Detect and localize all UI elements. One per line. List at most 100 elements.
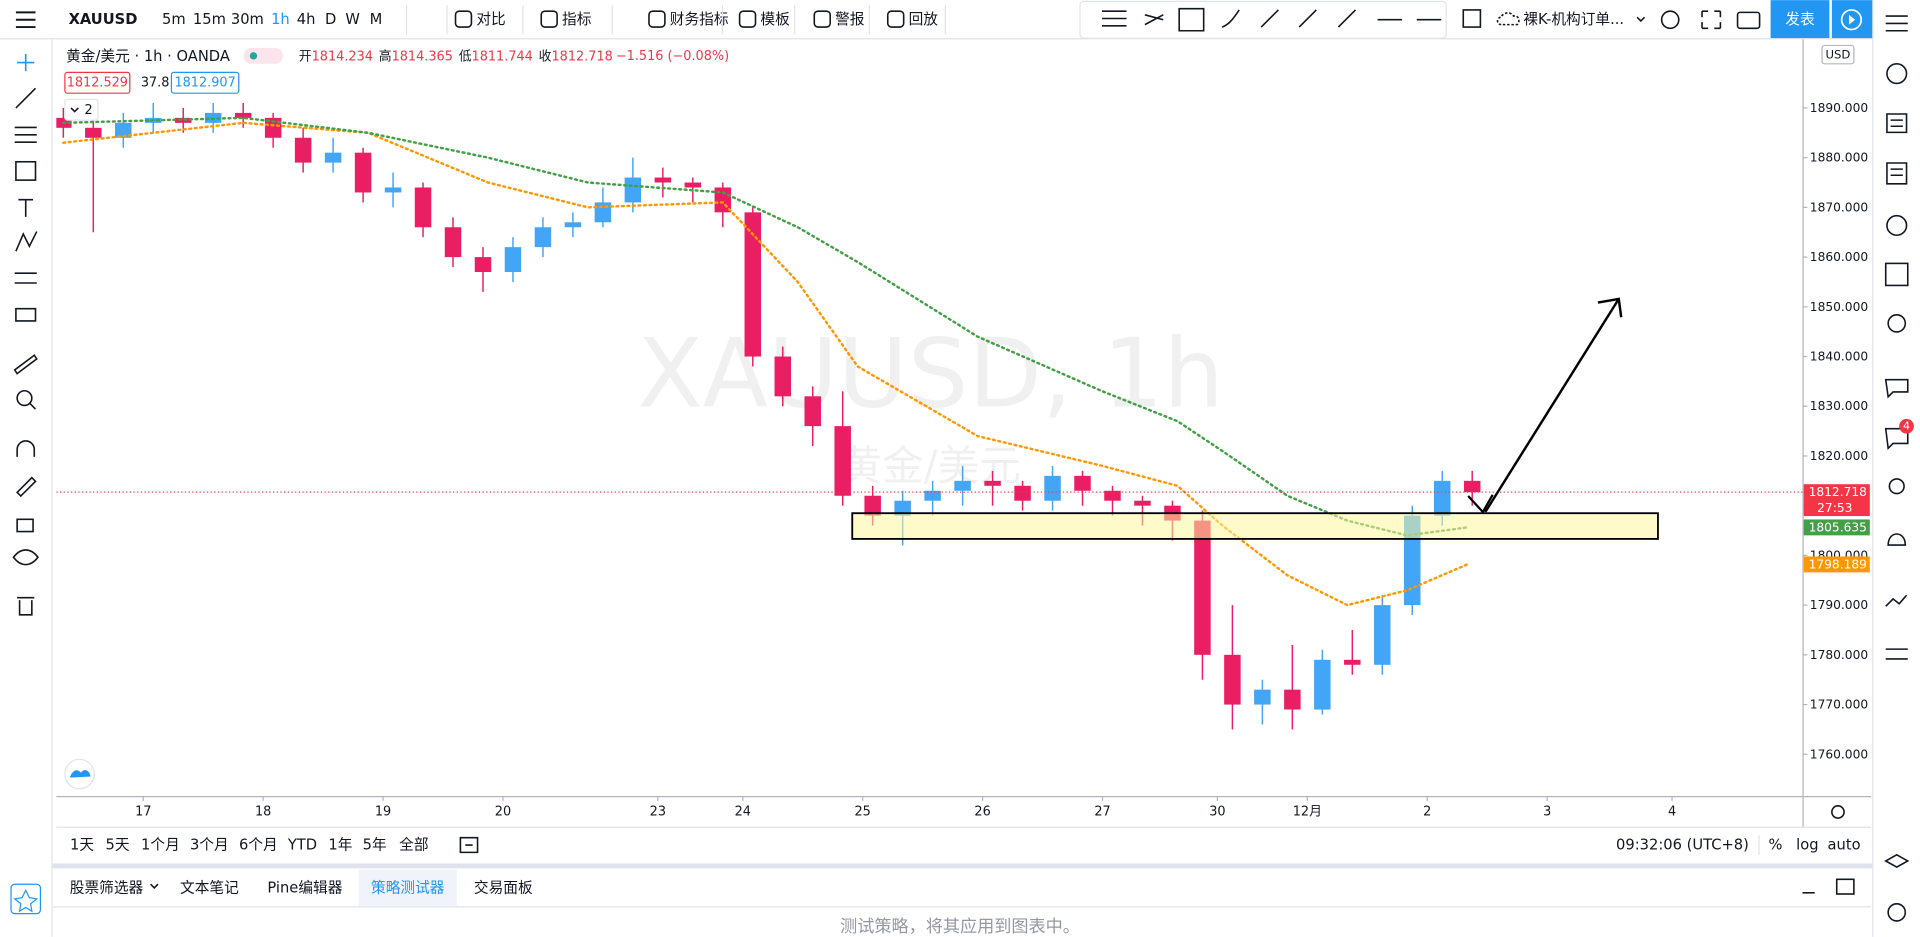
- projection-arrow[interactable]: [1484, 297, 1623, 513]
- toolbar-button[interactable]: 模板: [760, 10, 790, 28]
- candle-body: [894, 500, 911, 516]
- candle-body: [414, 187, 432, 228]
- range-button[interactable]: 3个月: [190, 837, 229, 854]
- panel-tab[interactable]: 文本笔记: [180, 879, 239, 896]
- small-arrow[interactable]: [1467, 494, 1494, 514]
- candle-body: [1014, 485, 1031, 501]
- zone-rectangle[interactable]: [851, 512, 1659, 540]
- indicator-value: 1812.907: [174, 75, 235, 90]
- candle-body: [744, 212, 762, 357]
- candle-body: [354, 152, 372, 193]
- watermark: XAUUSD, 1h: [637, 318, 1224, 430]
- candle-body: [474, 257, 492, 273]
- interval[interactable]: 15m: [193, 11, 226, 28]
- symbol[interactable]: XAUUSD: [69, 11, 138, 28]
- candle-body: [1314, 659, 1331, 710]
- favorites-button[interactable]: [10, 883, 42, 915]
- interval[interactable]: 4h: [297, 11, 316, 28]
- toolbar-button[interactable]: 对比: [476, 11, 505, 28]
- date-range-icon[interactable]: [459, 836, 479, 854]
- range-button[interactable]: 6个月: [239, 837, 278, 854]
- candle-body: [234, 112, 252, 118]
- x-tick-label: 17: [135, 804, 151, 819]
- button-icon[interactable]: [813, 10, 832, 28]
- indicator-toggle[interactable]: [243, 47, 283, 64]
- candle-body: [564, 222, 582, 228]
- candle-body: [324, 152, 342, 163]
- price-tag-label: 1812.718: [1809, 485, 1867, 499]
- left-toolbar[interactable]: [12, 54, 39, 616]
- candle-body: [834, 426, 851, 496]
- toolbar-button[interactable]: 回放: [909, 11, 939, 28]
- logo: [69, 770, 91, 778]
- range-button[interactable]: YTD: [287, 837, 317, 854]
- button-icon[interactable]: [540, 10, 558, 28]
- range-button[interactable]: 全部: [399, 836, 428, 854]
- button-icon[interactable]: [648, 10, 666, 28]
- interval[interactable]: 1h: [271, 11, 290, 28]
- currency: USD: [1826, 48, 1851, 62]
- collapse-button[interactable]: [64, 98, 99, 121]
- play-icon: [1840, 9, 1863, 31]
- indicator-box: [64, 71, 131, 94]
- interval[interactable]: 30m: [231, 11, 264, 28]
- range-button[interactable]: 1年: [328, 837, 352, 854]
- ohlc-label: 收: [539, 49, 552, 64]
- scale-option[interactable]: %: [1769, 837, 1783, 854]
- axis-settings[interactable]: [1831, 805, 1845, 819]
- y-tick-label: 1820.000: [1810, 449, 1868, 463]
- interval[interactable]: D: [325, 11, 336, 28]
- candle-body: [864, 495, 881, 516]
- panel-tab[interactable]: 交易面板: [474, 878, 533, 896]
- candle-body: [594, 202, 612, 223]
- settings-icon[interactable]: [1660, 10, 1680, 30]
- moving-average: [62, 121, 1469, 607]
- interval[interactable]: 5m: [162, 11, 186, 28]
- publish-button[interactable]: [1770, 0, 1830, 39]
- chevron: [150, 883, 159, 890]
- candle-body: [684, 182, 702, 188]
- right-sidebar[interactable]: [1884, 15, 1910, 922]
- active-tab: [358, 869, 457, 907]
- panel-tab[interactable]: Pine编辑器: [267, 879, 342, 896]
- publish-label[interactable]: 发表: [1785, 11, 1815, 28]
- button-icon[interactable]: [886, 10, 905, 28]
- interval[interactable]: W: [345, 11, 360, 28]
- scale-option[interactable]: log: [1796, 837, 1818, 854]
- fullscreen-icon[interactable]: [1701, 10, 1722, 30]
- range-button[interactable]: 5天: [106, 837, 130, 854]
- ohlc-label: 开: [299, 49, 312, 64]
- button-icon[interactable]: [454, 10, 473, 28]
- layout-name[interactable]: 裸K-机构订单...: [1523, 11, 1624, 28]
- interval[interactable]: M: [370, 11, 383, 28]
- ohlc-label: 低: [459, 49, 472, 64]
- button-icon[interactable]: [738, 10, 757, 28]
- toolbar-button[interactable]: 财务指标: [670, 11, 729, 28]
- range-button[interactable]: 1个月: [141, 837, 180, 854]
- screenshot-icon[interactable]: [1736, 11, 1761, 30]
- panel-tab[interactable]: 策略测试器: [371, 879, 445, 896]
- candle-body: [115, 122, 132, 138]
- y-tick-label: 1880.000: [1810, 151, 1868, 165]
- toolbar-button[interactable]: 指标: [562, 11, 592, 28]
- checkbox[interactable]: [1462, 9, 1482, 28]
- drawing-icons[interactable]: [1102, 7, 1442, 32]
- candle-body: [85, 127, 102, 138]
- panel-tab[interactable]: 股票筛选器: [70, 879, 144, 896]
- toolbar-button[interactable]: 警报: [835, 11, 865, 28]
- range-button[interactable]: 1天: [70, 837, 94, 854]
- y-tick-label: 1760.000: [1810, 747, 1868, 761]
- cloud-icon: [1496, 12, 1520, 26]
- candle-body: [1104, 490, 1121, 501]
- maximize-icon[interactable]: [1835, 878, 1855, 895]
- candle-body: [1433, 480, 1451, 516]
- x-tick-label: 23: [650, 804, 666, 819]
- x-tick-label: 3: [1543, 804, 1551, 819]
- scale-option[interactable]: auto: [1828, 837, 1861, 854]
- x-tick-label: 27: [1094, 804, 1110, 819]
- menu-icon[interactable]: [15, 11, 36, 29]
- range-button[interactable]: 5年: [363, 837, 387, 854]
